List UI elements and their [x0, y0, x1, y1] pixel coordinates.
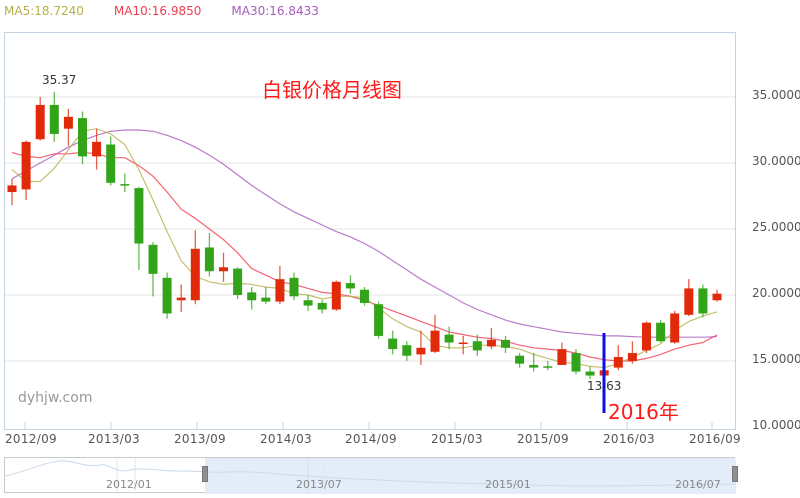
- y-label-30: 30.0000: [752, 154, 800, 168]
- candle: [247, 287, 257, 310]
- candle: [557, 342, 567, 365]
- y-label-35: 35.0000: [752, 88, 800, 102]
- nav-label-2: 2015/01: [485, 478, 531, 491]
- candle: [515, 353, 525, 368]
- candle: [430, 314, 440, 354]
- candle: [134, 186, 144, 270]
- plot-frame: [4, 32, 736, 430]
- candle: [331, 280, 341, 311]
- x-label-0: 2012/09: [5, 432, 57, 446]
- x-label-6: 2015/09: [517, 432, 569, 446]
- candle: [190, 230, 200, 305]
- candle: [627, 341, 637, 364]
- candle: [360, 287, 369, 306]
- candle: [162, 272, 172, 319]
- range-navigator[interactable]: 2012/01 2013/07 2015/01 2016/07: [4, 457, 738, 494]
- candles: [7, 92, 722, 380]
- candle: [670, 310, 680, 344]
- candle: [388, 330, 398, 355]
- candle: [289, 272, 299, 301]
- low-label: 13.63: [587, 379, 622, 393]
- x-label-7: 2016/03: [603, 432, 655, 446]
- candle: [204, 232, 214, 277]
- ma10-line: [11, 151, 718, 362]
- candle: [571, 349, 581, 375]
- watermark: dyhjw.com: [18, 390, 93, 406]
- x-label-2: 2013/09: [174, 432, 226, 446]
- ma-legend: MA5:18.7240 MA10:16.9850 MA30:16.8433: [4, 4, 319, 24]
- y-label-20: 20.0000: [752, 286, 800, 300]
- x-axis-ticks: [24, 422, 713, 430]
- candle: [416, 330, 426, 365]
- candle: [642, 321, 651, 354]
- candle: [49, 92, 59, 142]
- x-label-8: 2016/09: [689, 432, 741, 446]
- candle: [233, 267, 243, 299]
- y-label-15: 15.0000: [752, 352, 800, 366]
- candle: [120, 173, 130, 193]
- candle: [303, 295, 313, 311]
- candle: [219, 252, 228, 282]
- x-label-1: 2013/03: [88, 432, 140, 446]
- nav-label-3: 2016/07: [675, 478, 721, 491]
- candle: [7, 178, 17, 206]
- candle: [486, 328, 496, 350]
- candle: [543, 361, 553, 371]
- chart-title: 白银价格月线图: [262, 78, 402, 102]
- candle: [613, 345, 623, 371]
- candle: [148, 242, 158, 297]
- candle: [458, 335, 468, 355]
- legend-ma5: MA5:18.7240: [4, 4, 84, 18]
- candle: [585, 366, 595, 380]
- high-label: 35.37: [42, 73, 77, 87]
- candle: [317, 300, 327, 314]
- candle: [698, 284, 708, 318]
- candle: [261, 287, 271, 305]
- x-label-4: 2014/09: [345, 432, 397, 446]
- candle: [472, 334, 482, 356]
- ma30-line: [11, 129, 718, 338]
- navigator-left-handle[interactable]: [202, 466, 208, 482]
- x-label-5: 2015/03: [431, 432, 483, 446]
- candle: [501, 335, 510, 354]
- navigator-series: [5, 458, 736, 494]
- legend-ma30: MA30:16.8433: [231, 4, 319, 18]
- navigator-right-handle[interactable]: [732, 466, 738, 482]
- candle: [684, 279, 694, 317]
- candle: [275, 265, 285, 305]
- candle: [374, 301, 384, 339]
- candle: [78, 111, 87, 165]
- nav-label-1: 2013/07: [296, 478, 342, 491]
- candle: [345, 275, 355, 294]
- candle: [35, 97, 45, 141]
- x-label-3: 2014/03: [260, 432, 312, 446]
- candle: [402, 341, 412, 361]
- candle: [106, 136, 116, 186]
- candle: [63, 108, 73, 146]
- legend-ma10: MA10:16.9850: [113, 4, 202, 18]
- y-label-25: 25.0000: [752, 220, 800, 234]
- nav-label-0: 2012/01: [106, 478, 152, 491]
- y-label-10: 10.0000: [752, 418, 800, 432]
- candle: [656, 320, 666, 343]
- candle: [444, 326, 454, 350]
- candle: [529, 353, 539, 372]
- ma5-line: [11, 128, 718, 369]
- candle: [21, 140, 31, 200]
- year-label: 2016年: [608, 400, 679, 424]
- candle: [712, 289, 722, 302]
- candle: [176, 284, 186, 313]
- candle: [92, 128, 102, 170]
